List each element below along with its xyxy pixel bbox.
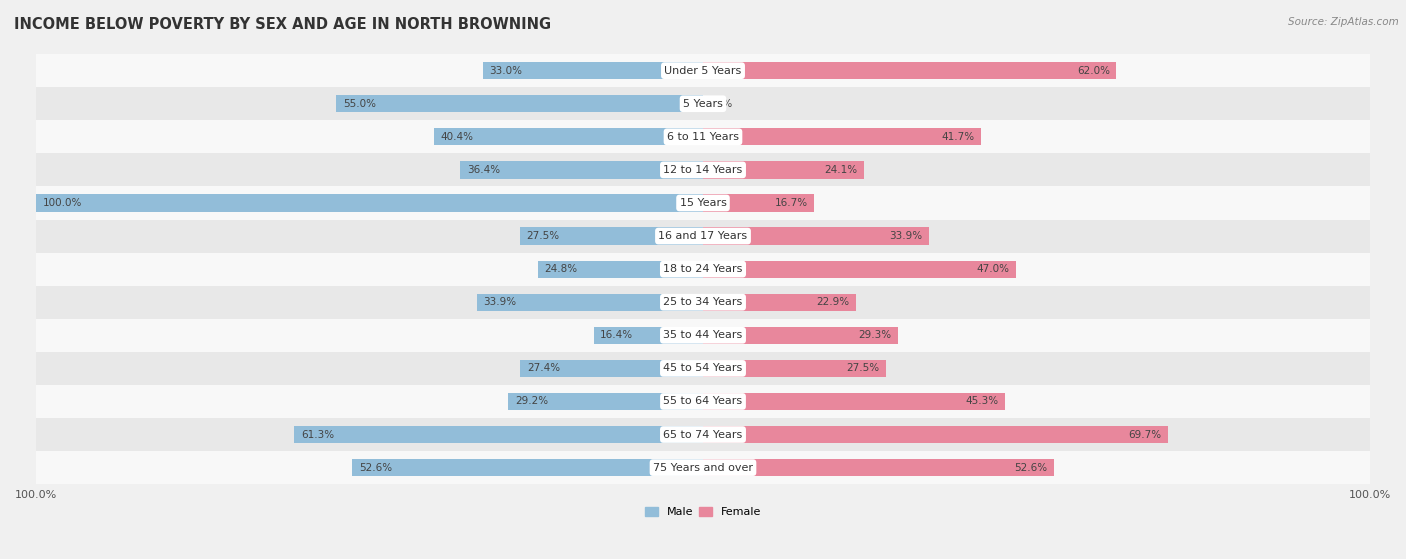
Text: 36.4%: 36.4% <box>467 165 501 175</box>
Bar <box>520 360 703 377</box>
Bar <box>353 459 703 476</box>
Bar <box>482 62 703 79</box>
Text: 27.5%: 27.5% <box>846 363 880 373</box>
Text: 24.1%: 24.1% <box>824 165 858 175</box>
Text: 75 Years and over: 75 Years and over <box>652 463 754 472</box>
Bar <box>520 228 703 245</box>
Text: 45.3%: 45.3% <box>966 396 998 406</box>
Bar <box>593 326 703 344</box>
Text: 29.2%: 29.2% <box>515 396 548 406</box>
Bar <box>37 54 1369 87</box>
Bar <box>703 162 863 178</box>
Bar <box>37 451 1369 484</box>
Bar <box>703 293 856 311</box>
Text: 27.4%: 27.4% <box>527 363 560 373</box>
Text: 33.9%: 33.9% <box>484 297 517 307</box>
Bar <box>703 62 1116 79</box>
Bar <box>703 128 981 145</box>
Bar <box>703 360 886 377</box>
Bar <box>477 293 703 311</box>
Text: 6 to 11 Years: 6 to 11 Years <box>666 132 740 142</box>
Bar <box>294 426 703 443</box>
Bar <box>37 319 1369 352</box>
Text: 55.0%: 55.0% <box>343 99 375 109</box>
Text: 45 to 54 Years: 45 to 54 Years <box>664 363 742 373</box>
Bar <box>37 120 1369 153</box>
Text: 18 to 24 Years: 18 to 24 Years <box>664 264 742 274</box>
Text: 16 and 17 Years: 16 and 17 Years <box>658 231 748 241</box>
Text: 15 Years: 15 Years <box>679 198 727 208</box>
Text: 16.7%: 16.7% <box>775 198 807 208</box>
Text: 100.0%: 100.0% <box>42 198 82 208</box>
Text: 0.0%: 0.0% <box>706 99 733 109</box>
Bar <box>37 286 1369 319</box>
Text: 47.0%: 47.0% <box>977 264 1010 274</box>
Text: 33.9%: 33.9% <box>889 231 922 241</box>
Text: 22.9%: 22.9% <box>815 297 849 307</box>
Text: Source: ZipAtlas.com: Source: ZipAtlas.com <box>1288 17 1399 27</box>
Bar <box>37 385 1369 418</box>
Bar <box>336 95 703 112</box>
Bar <box>460 162 703 178</box>
Bar <box>703 228 929 245</box>
Bar <box>37 352 1369 385</box>
Text: 65 to 74 Years: 65 to 74 Years <box>664 429 742 439</box>
Bar <box>37 418 1369 451</box>
Text: 33.0%: 33.0% <box>489 65 523 75</box>
Text: 12 to 14 Years: 12 to 14 Years <box>664 165 742 175</box>
Text: 5 Years: 5 Years <box>683 99 723 109</box>
Bar <box>37 253 1369 286</box>
Text: 52.6%: 52.6% <box>359 463 392 472</box>
Text: 62.0%: 62.0% <box>1077 65 1109 75</box>
Text: Under 5 Years: Under 5 Years <box>665 65 741 75</box>
Bar <box>703 459 1053 476</box>
Text: 35 to 44 Years: 35 to 44 Years <box>664 330 742 340</box>
Text: 61.3%: 61.3% <box>301 429 335 439</box>
Text: 40.4%: 40.4% <box>440 132 474 142</box>
Text: INCOME BELOW POVERTY BY SEX AND AGE IN NORTH BROWNING: INCOME BELOW POVERTY BY SEX AND AGE IN N… <box>14 17 551 32</box>
Bar <box>37 87 1369 120</box>
Text: 52.6%: 52.6% <box>1014 463 1047 472</box>
Bar <box>537 260 703 278</box>
Text: 24.8%: 24.8% <box>544 264 578 274</box>
Bar <box>37 187 1369 220</box>
Bar <box>703 260 1017 278</box>
Bar <box>37 220 1369 253</box>
Bar <box>37 195 703 212</box>
Bar <box>703 326 898 344</box>
Legend: Male, Female: Male, Female <box>640 503 766 522</box>
Bar <box>703 195 814 212</box>
Text: 25 to 34 Years: 25 to 34 Years <box>664 297 742 307</box>
Text: 55 to 64 Years: 55 to 64 Years <box>664 396 742 406</box>
Bar <box>703 393 1005 410</box>
Text: 69.7%: 69.7% <box>1128 429 1161 439</box>
Text: 41.7%: 41.7% <box>941 132 974 142</box>
Text: 16.4%: 16.4% <box>600 330 634 340</box>
Text: 29.3%: 29.3% <box>859 330 891 340</box>
Bar <box>703 426 1168 443</box>
Bar <box>433 128 703 145</box>
Bar <box>37 153 1369 187</box>
Bar <box>509 393 703 410</box>
Text: 27.5%: 27.5% <box>526 231 560 241</box>
